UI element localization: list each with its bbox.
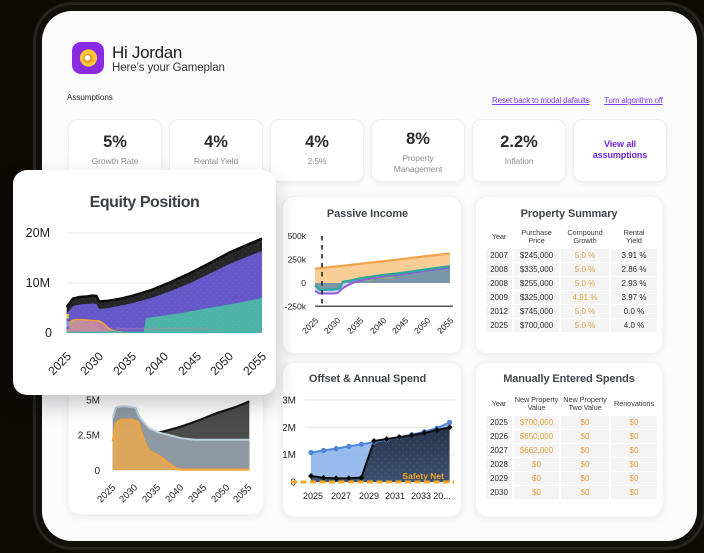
- svg-text:10M: 10M: [26, 276, 50, 290]
- svg-text:2050: 2050: [209, 482, 232, 505]
- svg-text:0: 0: [301, 278, 306, 288]
- svg-text:20M: 20M: [26, 226, 50, 240]
- svg-text:2030: 2030: [322, 315, 343, 336]
- svg-text:2029: 2029: [359, 491, 379, 501]
- svg-text:2031: 2031: [385, 491, 405, 501]
- svg-text:2045: 2045: [390, 315, 411, 336]
- svg-text:2055: 2055: [240, 349, 269, 378]
- svg-text:2030: 2030: [117, 482, 140, 505]
- svg-text:Safety Net: Safety Net: [402, 471, 444, 481]
- svg-text:2025: 2025: [300, 315, 321, 336]
- svg-text:2040: 2040: [368, 315, 389, 336]
- svg-text:2045: 2045: [186, 482, 209, 505]
- svg-text:2025: 2025: [303, 491, 323, 501]
- svg-text:1M: 1M: [283, 450, 296, 461]
- svg-text:250k: 250k: [288, 255, 307, 265]
- svg-text:2035: 2035: [110, 349, 139, 378]
- svg-text:-250k: -250k: [285, 301, 307, 311]
- svg-text:0: 0: [45, 326, 52, 340]
- svg-text:2040: 2040: [142, 349, 171, 378]
- svg-text:2050: 2050: [412, 315, 433, 336]
- svg-text:2.5M: 2.5M: [78, 431, 100, 442]
- svg-text:2045: 2045: [175, 349, 204, 378]
- svg-text:2027: 2027: [331, 491, 351, 501]
- svg-text:2033: 2033: [411, 491, 431, 501]
- svg-text:2040: 2040: [163, 482, 186, 505]
- svg-text:0: 0: [94, 466, 100, 477]
- svg-text:2035: 2035: [140, 482, 163, 505]
- svg-text:2025: 2025: [45, 349, 74, 378]
- svg-text:2055: 2055: [435, 315, 456, 336]
- svg-text:2030: 2030: [77, 349, 106, 378]
- svg-text:2035: 2035: [345, 315, 366, 336]
- svg-text:5M: 5M: [86, 396, 100, 407]
- svg-text:2M: 2M: [283, 423, 296, 434]
- svg-text:2025: 2025: [95, 482, 118, 505]
- svg-text:2050: 2050: [207, 349, 236, 378]
- svg-text:20...: 20...: [433, 491, 451, 501]
- svg-text:3M: 3M: [283, 395, 296, 406]
- svg-text:2055: 2055: [231, 482, 254, 505]
- svg-text:500k: 500k: [288, 231, 307, 241]
